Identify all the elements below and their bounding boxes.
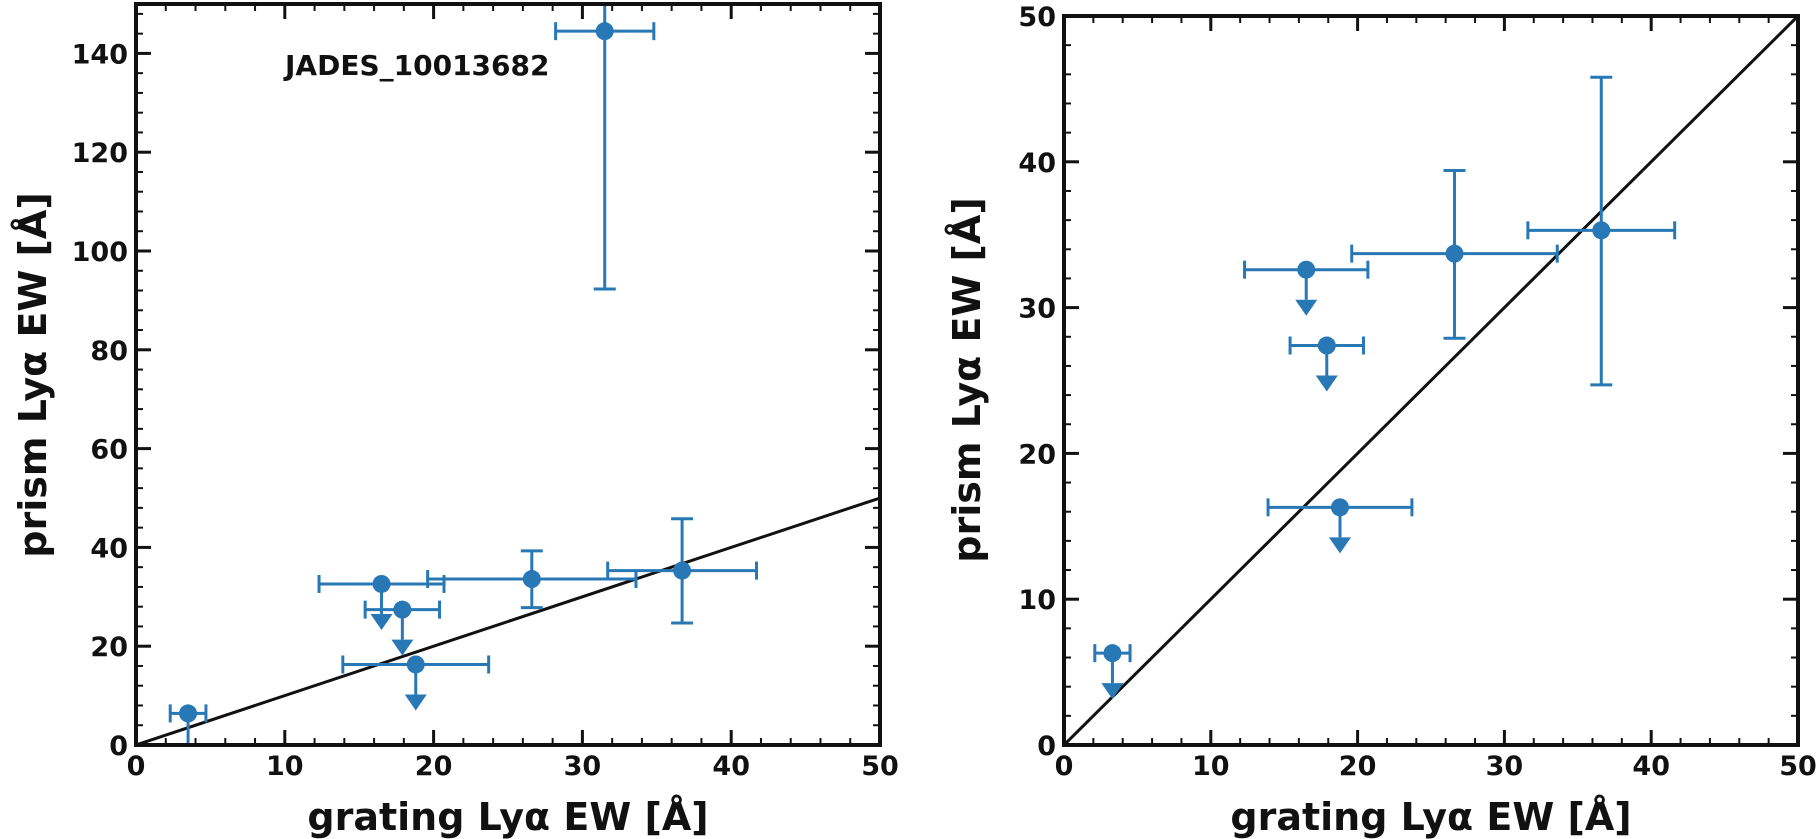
y-tick-label: 60 (90, 435, 128, 466)
data-point-group (1243, 260, 1370, 316)
upper-limit-arrowhead (370, 613, 393, 630)
y-axis-label: prism Lyα EW [Å] (945, 197, 989, 562)
data-point (1317, 336, 1336, 355)
plot-frame (1062, 14, 1800, 747)
data-point-group (317, 574, 446, 630)
data-point (393, 600, 412, 619)
data-point-group (1288, 336, 1365, 392)
data-point-group (554, 4, 656, 291)
data-point (1297, 260, 1316, 279)
one-to-one-line (136, 496, 880, 745)
x-axis-label: grating Lyα EW [Å] (307, 795, 708, 839)
data-point-group (363, 600, 442, 656)
x-tick-label: 40 (1632, 751, 1670, 782)
upper-limit-arrowhead (1101, 683, 1124, 700)
y-tick-label: 0 (109, 731, 128, 762)
data-point-group (1266, 498, 1414, 554)
x-tick-label: 30 (564, 751, 602, 782)
data-point-group (1093, 644, 1132, 700)
x-tick-label: 30 (1486, 751, 1524, 782)
data-point (406, 655, 425, 674)
y-tick-label: 0 (1037, 731, 1056, 762)
y-tick-label: 10 (1018, 585, 1056, 616)
y-tick-label: 40 (90, 533, 128, 564)
data-point (179, 704, 198, 723)
upper-limit-arrowhead (1295, 299, 1318, 316)
y-axis-label: prism Lyα EW [Å] (11, 192, 55, 557)
annotation-label: JADES_10013682 (283, 49, 549, 82)
y-tick-label: 120 (72, 138, 128, 169)
plot-frame (134, 2, 882, 747)
x-tick-label: 20 (415, 751, 453, 782)
y-tick-label: 100 (72, 237, 128, 268)
upper-limit-arrowhead (1315, 375, 1338, 392)
x-tick-label: 20 (1339, 751, 1377, 782)
y-tick-label: 20 (1018, 439, 1056, 470)
upper-limit-arrowhead (391, 639, 414, 656)
data-point (595, 22, 614, 41)
x-tick-label: 0 (1055, 751, 1074, 782)
y-tick-label: 20 (90, 632, 128, 663)
one-to-one-line (1064, 16, 1798, 745)
x-tick-label: 50 (1779, 751, 1817, 782)
data-point-group (341, 655, 491, 711)
x-tick-label: 10 (1192, 751, 1230, 782)
data-point (1103, 644, 1122, 663)
upper-limit-arrowhead (404, 694, 427, 711)
x-tick-label: 50 (861, 751, 899, 782)
data-point-group (1350, 169, 1559, 340)
data-point (1330, 498, 1349, 517)
data-point (372, 574, 391, 593)
y-tick-label: 40 (1018, 148, 1056, 179)
data-point (1592, 221, 1611, 240)
y-tick-label: 80 (90, 336, 128, 367)
x-axis-label: grating Lyα EW [Å] (1230, 795, 1631, 839)
y-tick-label: 30 (1018, 294, 1056, 325)
left-panel: 0 10 20 30 40 50 0 20 40 60 80 100 120 140 grating Lyα… (11, 2, 899, 839)
x-tick-label: 40 (712, 751, 750, 782)
data-point (673, 561, 692, 580)
x-tick-label: 10 (266, 751, 304, 782)
data-point-group (606, 517, 758, 625)
y-tick-label: 50 (1018, 2, 1056, 33)
y-tick-label: 140 (72, 39, 128, 70)
data-point-group (1526, 75, 1677, 387)
data-point (522, 570, 541, 589)
x-tick-label: 0 (127, 751, 146, 782)
upper-limit-arrowhead (1328, 537, 1351, 554)
right-panel: 0 10 20 30 40 50 0 10 20 30 40 50 grating Lyα EW [Å]… (945, 2, 1817, 839)
data-point-group (426, 549, 638, 610)
data-point (1445, 244, 1464, 263)
